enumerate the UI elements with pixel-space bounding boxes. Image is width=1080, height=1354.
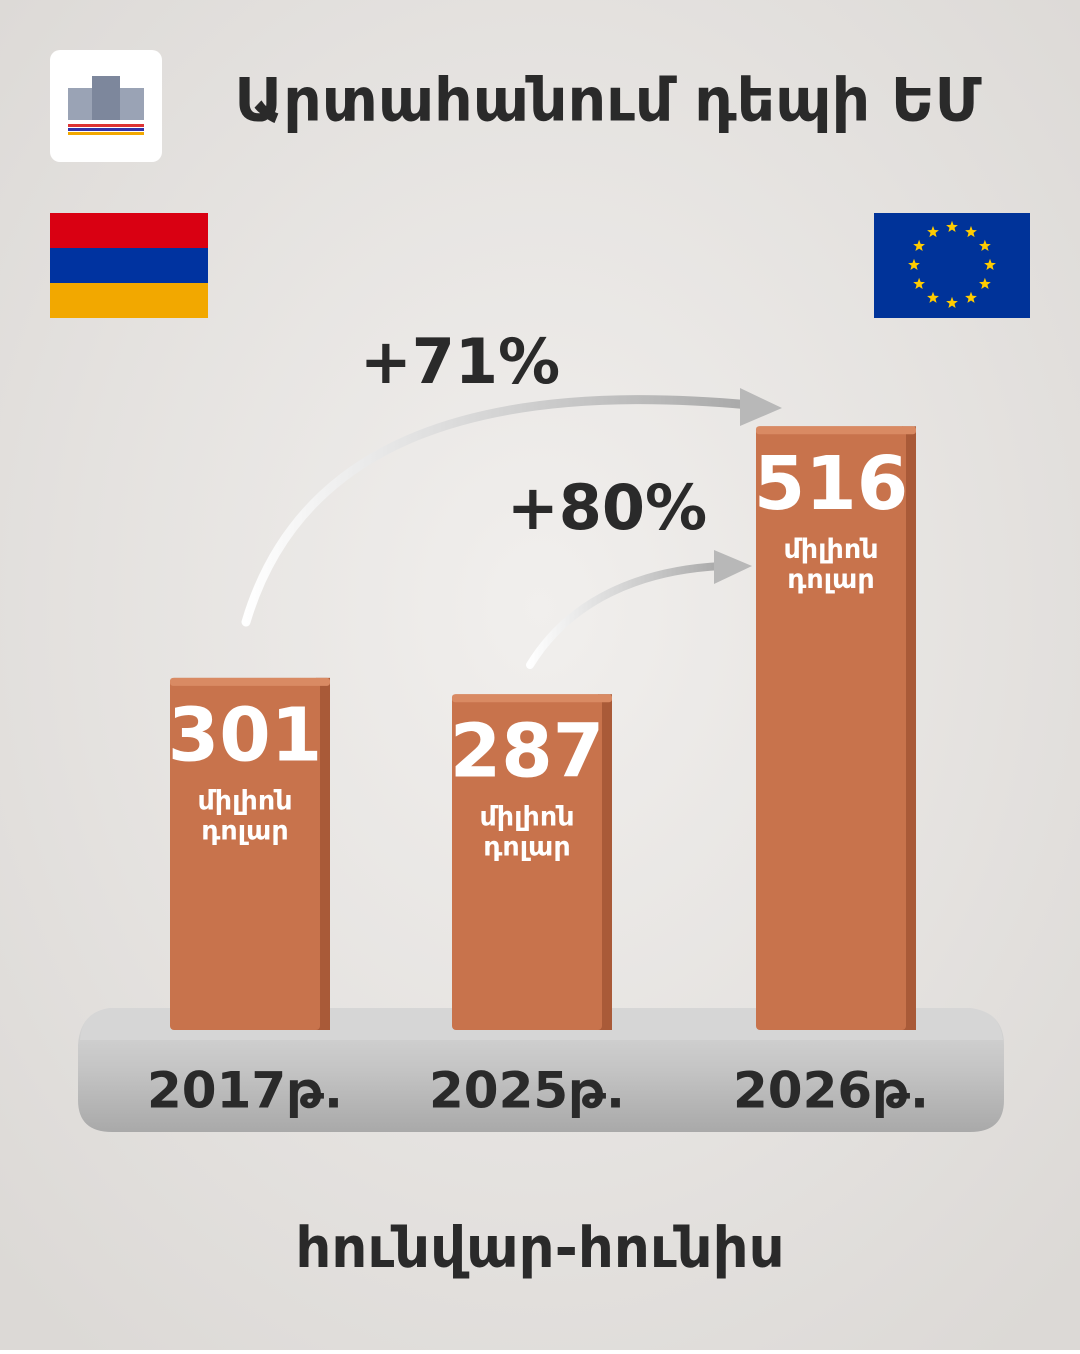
bar — [452, 694, 602, 1030]
bar-top — [756, 426, 916, 435]
bar — [756, 426, 906, 1030]
annotation: +80% — [507, 471, 707, 544]
annotation: +71% — [360, 325, 560, 398]
eu-star — [946, 220, 958, 232]
unit-label: դոլար — [483, 832, 571, 863]
eu-star — [913, 239, 925, 251]
unit-label: դոլար — [787, 564, 875, 595]
eu-star — [979, 277, 991, 289]
eu-star — [965, 291, 977, 303]
eu-star — [979, 239, 991, 251]
bars: 301միլիոնդոլար2017թ.287միլիոնդոլար2025թ.… — [147, 426, 929, 1120]
bar-top — [452, 694, 612, 703]
unit-label: միլիոն — [783, 534, 878, 565]
unit-label: միլիոն — [479, 802, 574, 833]
bar — [170, 677, 320, 1030]
value-label: 301 — [168, 692, 322, 778]
x-tick-label: 2017թ. — [147, 1062, 343, 1120]
x-tick-label: 2026թ. — [733, 1062, 929, 1120]
subtitle: հունվար-հունիս — [295, 1216, 784, 1281]
eu-star — [927, 291, 939, 303]
bar-top — [170, 677, 330, 686]
armenia-flag — [50, 213, 208, 318]
eu-star — [946, 296, 958, 308]
unit-label: միլիոն — [197, 785, 292, 816]
eu-star — [927, 225, 939, 238]
x-tick-label: 2025թ. — [429, 1062, 625, 1120]
eu-star — [908, 258, 920, 270]
logo — [50, 50, 162, 162]
eu-star — [984, 258, 996, 270]
eu-star — [913, 277, 925, 289]
value-label: 287 — [450, 709, 604, 795]
growth-arrows — [241, 388, 782, 669]
eu-star — [965, 225, 977, 238]
unit-label: դոլար — [201, 815, 289, 846]
value-label: 516 — [754, 441, 908, 527]
chart-title: Արտահանում դեպի ԵՄ — [234, 66, 981, 136]
eu-flag — [874, 213, 1030, 318]
